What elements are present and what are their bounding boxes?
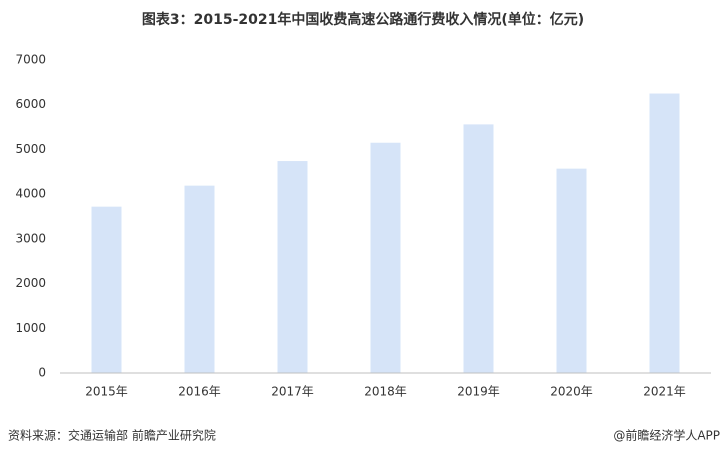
y-tick-label: 0 xyxy=(38,366,46,380)
y-tick-label: 2000 xyxy=(15,276,46,290)
bar xyxy=(649,93,680,374)
y-tick-label: 4000 xyxy=(15,187,46,201)
y-tick-label: 6000 xyxy=(15,97,46,111)
x-tick-label: 2018年 xyxy=(364,385,407,399)
bar xyxy=(370,142,401,373)
y-tick-label: 3000 xyxy=(15,231,46,245)
y-tick-label: 5000 xyxy=(15,142,46,156)
x-tick-label: 2020年 xyxy=(550,385,593,399)
x-tick-label: 2015年 xyxy=(85,385,128,399)
y-tick-label: 7000 xyxy=(15,53,46,67)
x-tick-label: 2016年 xyxy=(178,385,221,399)
y-tick-label: 1000 xyxy=(15,321,46,335)
credit: @前瞻经济学人APP xyxy=(613,428,720,443)
x-tick-label: 2021年 xyxy=(643,385,686,399)
x-tick-label: 2017年 xyxy=(271,385,314,399)
bar xyxy=(184,185,215,373)
bar xyxy=(91,206,122,373)
bar xyxy=(277,161,308,373)
source-note: 资料来源：交通运输部 前瞻产业研究院 xyxy=(8,428,216,443)
chart-title: 图表3：2015-2021年中国收费高速公路通行费收入情况(单位：亿元) xyxy=(142,11,584,28)
bar xyxy=(556,168,587,373)
bar xyxy=(463,124,494,373)
x-tick-label: 2019年 xyxy=(457,385,500,399)
